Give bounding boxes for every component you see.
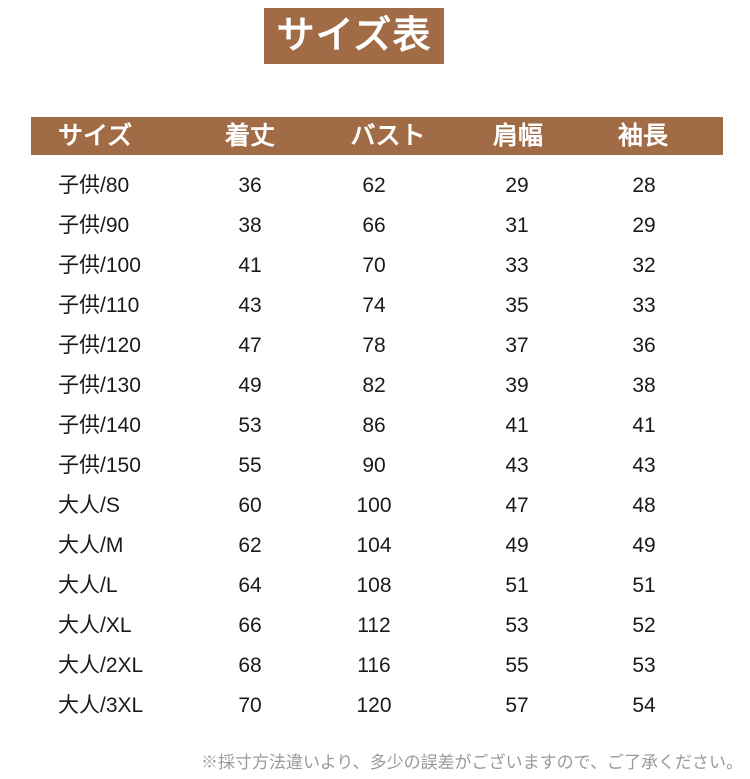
table-row: 子供/130 49 82 39 38	[31, 366, 723, 406]
cell-bust: 74	[362, 294, 386, 317]
cell-sleeve: 36	[632, 334, 656, 357]
cell-shoulder: 47	[505, 494, 529, 517]
cell-shoulder: 55	[505, 654, 529, 677]
cell-length: 62	[238, 534, 262, 557]
cell-size: 子供/80	[58, 174, 130, 197]
cell-sleeve: 48	[632, 494, 656, 517]
cell-sleeve: 33	[632, 294, 656, 317]
header-size: サイズ	[58, 122, 133, 150]
cell-sleeve: 52	[632, 614, 656, 637]
cell-size: 子供/100	[58, 254, 141, 277]
cell-shoulder: 49	[505, 534, 529, 557]
cell-length: 47	[238, 334, 262, 357]
cell-bust: 108	[356, 574, 392, 597]
cell-shoulder: 51	[505, 574, 529, 597]
table-row: 大人/S 60 100 47 48	[31, 486, 723, 526]
cell-shoulder: 35	[505, 294, 529, 317]
table-row: 大人/L 64 108 51 51	[31, 566, 723, 606]
cell-size: 大人/M	[58, 534, 124, 557]
table-row: 子供/110 43 74 35 33	[31, 286, 723, 326]
cell-length: 68	[238, 654, 262, 677]
cell-size: 大人/XL	[58, 614, 132, 637]
cell-shoulder: 53	[505, 614, 529, 637]
cell-sleeve: 41	[632, 414, 656, 437]
cell-sleeve: 49	[632, 534, 656, 557]
cell-sleeve: 51	[632, 574, 656, 597]
table-row: 大人/2XL 68 116 55 53	[31, 646, 723, 686]
cell-size: 大人/3XL	[58, 694, 144, 717]
cell-length: 60	[238, 494, 262, 517]
cell-sleeve: 54	[632, 694, 656, 717]
table-row: 子供/140 53 86 41 41	[31, 406, 723, 446]
cell-shoulder: 33	[505, 254, 529, 277]
table-row: 子供/100 41 70 33 32	[31, 246, 723, 286]
table-row: 大人/M 62 104 49 49	[31, 526, 723, 566]
header-length: 着丈	[224, 122, 276, 150]
cell-length: 41	[238, 254, 262, 277]
cell-bust: 86	[362, 414, 386, 437]
cell-size: 大人/2XL	[58, 654, 144, 677]
header-shoulder: 肩幅	[492, 122, 544, 150]
cell-sleeve: 32	[632, 254, 656, 277]
cell-bust: 90	[362, 454, 386, 477]
table-body: 子供/80 36 62 29 28 子供/90 38 66 31 29 子供/1…	[31, 166, 723, 726]
page-title: サイズ表	[264, 8, 444, 64]
cell-bust: 120	[356, 694, 392, 717]
cell-sleeve: 53	[632, 654, 656, 677]
cell-shoulder: 39	[505, 374, 529, 397]
cell-shoulder: 37	[505, 334, 529, 357]
header-sleeve: 袖長	[617, 122, 669, 150]
cell-bust: 112	[357, 614, 391, 637]
cell-sleeve: 43	[632, 454, 656, 477]
cell-length: 66	[238, 614, 262, 637]
cell-shoulder: 57	[505, 694, 529, 717]
cell-length: 43	[238, 294, 262, 317]
cell-shoulder: 31	[505, 214, 529, 237]
table-row: 子供/120 47 78 37 36	[31, 326, 723, 366]
cell-bust: 100	[356, 494, 392, 517]
cell-shoulder: 29	[505, 174, 529, 197]
cell-length: 70	[238, 694, 262, 717]
cell-bust: 78	[362, 334, 386, 357]
cell-sleeve: 29	[632, 214, 656, 237]
cell-size: 子供/140	[58, 414, 141, 437]
cell-length: 49	[238, 374, 262, 397]
cell-size: 子供/130	[58, 374, 141, 397]
cell-length: 64	[238, 574, 262, 597]
cell-sleeve: 28	[632, 174, 656, 197]
cell-size: 子供/90	[58, 214, 130, 237]
cell-size: 大人/S	[58, 494, 120, 517]
cell-length: 55	[238, 454, 262, 477]
header-bust: バスト	[350, 122, 426, 150]
cell-bust: 70	[362, 254, 386, 277]
table-row: 子供/90 38 66 31 29	[31, 206, 723, 246]
cell-shoulder: 43	[505, 454, 529, 477]
cell-bust: 116	[357, 654, 391, 677]
cell-size: 子供/150	[58, 454, 141, 477]
cell-bust: 62	[362, 174, 386, 197]
table-row: 大人/XL 66 112 53 52	[31, 606, 723, 646]
cell-shoulder: 41	[505, 414, 529, 437]
cell-size: 子供/120	[58, 334, 141, 357]
cell-bust: 82	[362, 374, 386, 397]
table-row: 子供/80 36 62 29 28	[31, 166, 723, 206]
cell-size: 子供/110	[58, 294, 140, 317]
table-row: 大人/3XL 70 120 57 54	[31, 686, 723, 726]
cell-bust: 66	[362, 214, 386, 237]
measurement-disclaimer-note: ※採寸方法違いより、多少の誤差がございますので、ご了承ください。	[201, 753, 743, 772]
cell-length: 36	[238, 174, 262, 197]
cell-length: 53	[238, 414, 262, 437]
table-row: 子供/150 55 90 43 43	[31, 446, 723, 486]
cell-length: 38	[238, 214, 262, 237]
cell-size: 大人/L	[58, 574, 118, 597]
cell-sleeve: 38	[632, 374, 656, 397]
table-header-row: サイズ 着丈 バスト 肩幅 袖長	[31, 117, 723, 155]
cell-bust: 104	[356, 534, 392, 557]
